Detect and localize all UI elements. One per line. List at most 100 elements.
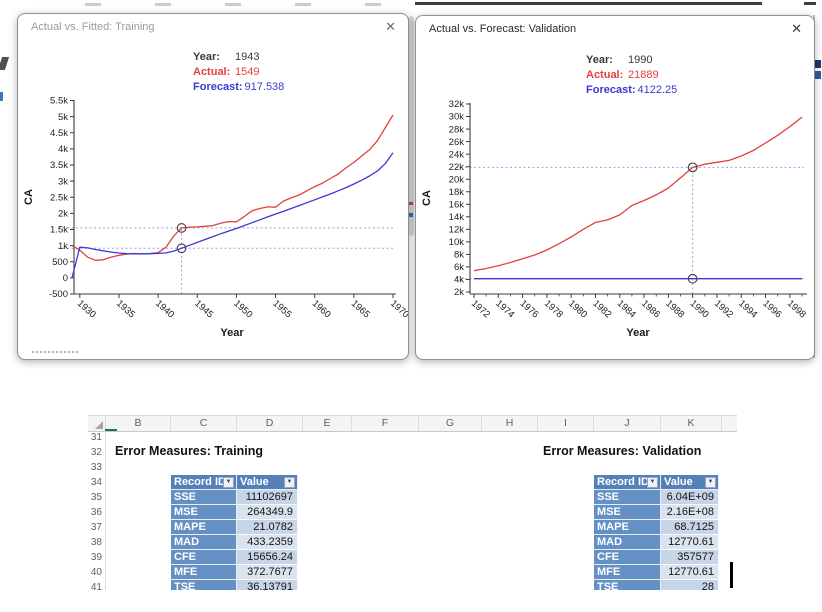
y-tick-label: 18k [449, 187, 465, 198]
resize-dots[interactable] [32, 351, 78, 353]
y-tick-label: 500 [52, 257, 68, 268]
training-chart-canvas[interactable]: -500 0 500 1k 1.5k 2k 2.5k 3k 3.5k 4k 4.5k 5k 5.5k 19… [18, 14, 408, 359]
row-header-38[interactable]: 38 [90, 537, 102, 548]
y-tick-label: 3k [58, 176, 68, 187]
background-glyph-fragment [409, 202, 413, 205]
background-window-edge [415, 2, 816, 5]
x-tick-label: 1945 [192, 298, 215, 320]
value-cell[interactable]: 12770.61 [661, 565, 719, 580]
value-cell[interactable]: 68.7125 [661, 520, 719, 535]
window-title: Actual vs. Fitted: Training [31, 21, 155, 33]
column-header-F[interactable]: F [352, 416, 419, 431]
record-id-cell[interactable]: CFE [594, 550, 661, 565]
record-id-cell[interactable]: MAD [594, 535, 661, 550]
table-header-cell[interactable]: Record ID ▼ [594, 475, 661, 490]
column-header-J[interactable]: J [594, 416, 661, 431]
row-header-40[interactable]: 40 [90, 567, 102, 578]
close-icon[interactable]: ✕ [385, 19, 396, 34]
y-tick-label: 4k [58, 144, 68, 155]
select-all-corner[interactable] [88, 416, 106, 431]
tooltip-row-actual: Actual: 21889 [586, 68, 677, 83]
x-axis-title: Year [220, 327, 244, 339]
value-cell[interactable]: 12770.61 [661, 535, 719, 550]
table-row: SSE 11102697 [171, 490, 298, 505]
row-header-37[interactable]: 37 [90, 522, 102, 533]
tooltip-value: 1549 [235, 66, 260, 78]
window-training-chart: -500 0 500 1k 1.5k 2k 2.5k 3k 3.5k 4k 4.5k 5k 5.5k 19… [17, 13, 409, 360]
row-header-36[interactable]: 36 [90, 507, 102, 518]
table-row: SSE 6.04E+09 [594, 490, 719, 505]
filter-dropdown-button[interactable]: ▼ [647, 477, 658, 488]
filter-dropdown-button[interactable]: ▼ [284, 477, 295, 488]
row-header-35[interactable]: 35 [90, 492, 102, 503]
value-cell[interactable]: 2.16E+08 [661, 505, 719, 520]
window-titlebar[interactable]: Actual vs. Forecast: Validation ✕ [416, 16, 814, 38]
row-header-33[interactable]: 33 [90, 462, 102, 473]
table-header-cell[interactable]: Value ▼ [237, 475, 298, 490]
hover-tooltip: Year: 1943 Actual: 1549 Forecast: 917.538 [193, 50, 284, 95]
column-header-G[interactable]: G [419, 416, 482, 431]
tooltip-label: Forecast: [193, 81, 243, 93]
table-header-cell[interactable]: Value ▼ [661, 475, 719, 490]
x-tick-label: 1965 [349, 298, 372, 320]
column-header-label: Value [240, 476, 269, 488]
value-cell[interactable]: 28 [661, 580, 719, 590]
record-id-cell[interactable]: MFE [171, 565, 237, 580]
row-header-32[interactable]: 32 [90, 447, 102, 458]
record-id-cell[interactable]: SSE [171, 490, 237, 505]
record-id-cell[interactable]: MSE [171, 505, 237, 520]
x-tick-label: 1950 [231, 298, 254, 320]
record-id-cell[interactable]: TSE [171, 580, 237, 590]
marker-forecast [687, 273, 698, 284]
row-header-39[interactable]: 39 [90, 552, 102, 563]
value-cell[interactable]: 357577 [661, 550, 719, 565]
tooltip-row-forecast: Forecast: 917.538 [193, 80, 284, 95]
tooltip-label: Forecast: [586, 84, 636, 96]
value-cell[interactable]: 15656.24 [237, 550, 298, 565]
value-cell[interactable]: 36.13791 [237, 580, 298, 590]
column-header-C[interactable]: C [171, 416, 237, 431]
value-cell[interactable]: 372.7677 [237, 565, 298, 580]
column-header-I[interactable]: I [538, 416, 594, 431]
record-id-cell[interactable]: TSE [594, 580, 661, 590]
marker-actual [687, 162, 698, 173]
filter-dropdown-button[interactable]: ▼ [223, 477, 234, 488]
row-header-41[interactable]: 41 [90, 582, 102, 590]
record-id-cell[interactable]: CFE [171, 550, 237, 565]
record-id-cell[interactable]: SSE [594, 490, 661, 505]
column-header-K[interactable]: K [661, 416, 722, 431]
background-glyph-fragment [0, 92, 3, 101]
column-header-B[interactable]: B [106, 416, 171, 431]
record-id-cell[interactable]: MAPE [171, 520, 237, 535]
filter-dropdown-button[interactable]: ▼ [705, 477, 716, 488]
value-cell[interactable]: 433.2359 [237, 535, 298, 550]
record-id-cell[interactable]: MFE [594, 565, 661, 580]
column-header-H[interactable]: H [482, 416, 538, 431]
column-header-D[interactable]: D [237, 416, 303, 431]
table-row: TSE 28 [594, 580, 719, 590]
value-cell[interactable]: 21.0782 [237, 520, 298, 535]
row-header-31[interactable]: 31 [90, 432, 102, 443]
window-titlebar[interactable]: Actual vs. Fitted: Training ✕ [18, 14, 408, 36]
value-cell[interactable]: 6.04E+09 [661, 490, 719, 505]
table-header-row: Record ID ▼ Value ▼ [171, 475, 298, 490]
tooltip-value: 1943 [235, 51, 260, 63]
record-id-cell[interactable]: MAD [171, 535, 237, 550]
close-icon[interactable]: ✕ [791, 21, 802, 36]
record-id-cell[interactable]: MSE [594, 505, 661, 520]
column-header-E[interactable]: E [303, 416, 352, 431]
tooltip-label: Actual: [586, 69, 624, 81]
table-header-cell[interactable]: Record ID ▼ [171, 475, 237, 490]
x-tick-label: 1960 [310, 298, 333, 320]
row-header-34[interactable]: 34 [90, 477, 102, 488]
x-tick-label: 1988 [663, 298, 686, 320]
column-header-label: Value [664, 476, 693, 488]
x-tick-label: 1940 [153, 298, 176, 320]
value-cell[interactable]: 11102697 [237, 490, 298, 505]
record-id-cell[interactable]: MAPE [594, 520, 661, 535]
x-tick-label: 1994 [736, 298, 759, 320]
tooltip-row-year: Year: 1943 [193, 50, 284, 65]
value-cell[interactable]: 264349.9 [237, 505, 298, 520]
